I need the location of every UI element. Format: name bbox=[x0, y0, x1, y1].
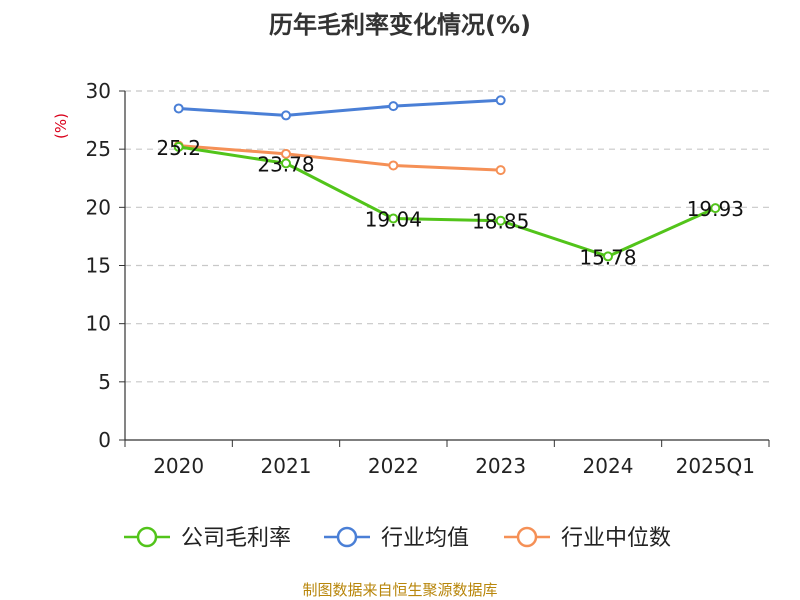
data-label: 19.93 bbox=[687, 197, 744, 221]
legend: 公司毛利率 行业均值 行业中位数 bbox=[124, 526, 671, 551]
series-line bbox=[178, 145, 716, 258]
y-tick-label: 5 bbox=[98, 370, 111, 394]
legend-label: 公司毛利率 bbox=[181, 526, 291, 551]
data-label: 15.78 bbox=[579, 245, 636, 269]
source-note: 制图数据来自恒生聚源数据库 bbox=[302, 581, 497, 599]
legend-swatch-marker bbox=[336, 526, 358, 548]
x-tick-label: 2021 bbox=[261, 454, 312, 478]
chart-title: 历年毛利率变化情况(%) bbox=[269, 11, 531, 39]
data-label: 23.78 bbox=[257, 152, 314, 176]
data-point bbox=[173, 141, 184, 152]
data-point bbox=[495, 165, 506, 176]
series-line bbox=[178, 98, 501, 117]
data-point bbox=[281, 158, 291, 169]
series-line bbox=[178, 144, 501, 172]
grid-lines bbox=[125, 90, 769, 383]
legend-label: 行业均值 bbox=[381, 526, 469, 551]
legend-label: 行业中位数 bbox=[561, 526, 671, 551]
y-axis-unit: (%) bbox=[52, 113, 70, 139]
y-tick-label: 25 bbox=[86, 137, 111, 161]
legend-swatch-marker bbox=[136, 526, 158, 548]
data-label: 25.2 bbox=[156, 136, 201, 160]
data-point bbox=[388, 160, 399, 171]
x-tick-label: 2022 bbox=[368, 454, 419, 478]
data-point bbox=[173, 103, 184, 114]
data-point bbox=[495, 215, 506, 226]
x-tick-label: 2025Q1 bbox=[676, 454, 755, 478]
data-label: 19.04 bbox=[365, 208, 422, 232]
x-tick-label: 2023 bbox=[475, 454, 526, 478]
y-tick-label: 30 bbox=[86, 79, 111, 103]
data-point bbox=[281, 110, 291, 121]
axes: 0 5 10 15 20 25 30 2020 2021 2022 2023 2024 2025Q1 bbox=[86, 79, 770, 478]
legend-swatch-marker bbox=[516, 526, 538, 548]
y-tick-label: 15 bbox=[86, 254, 111, 278]
data-point bbox=[388, 101, 399, 112]
y-tick-label: 20 bbox=[86, 195, 111, 219]
data-point bbox=[603, 251, 613, 262]
data-point bbox=[281, 148, 291, 159]
data-label: 18.85 bbox=[472, 210, 529, 234]
data-point bbox=[495, 95, 506, 106]
data-point bbox=[388, 213, 399, 224]
data-point bbox=[710, 203, 721, 214]
y-tick-label: 10 bbox=[86, 312, 111, 336]
x-tick-label: 2024 bbox=[583, 454, 634, 478]
x-tick-label: 2020 bbox=[153, 454, 204, 478]
y-tick-label: 0 bbox=[98, 428, 111, 452]
series-lines: 25.2 23.78 19.04 18.85 15.78 19.93 bbox=[156, 95, 744, 269]
